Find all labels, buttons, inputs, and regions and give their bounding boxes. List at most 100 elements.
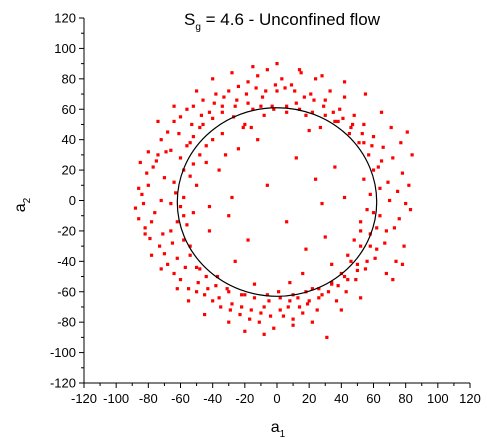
data-point xyxy=(342,95,347,99)
x-tick-label: 60 xyxy=(366,391,380,406)
data-point xyxy=(246,101,250,105)
data-point xyxy=(367,153,371,157)
data-point xyxy=(191,211,195,215)
data-point xyxy=(310,110,314,114)
data-point xyxy=(249,308,253,312)
y-tick-label: 20 xyxy=(62,163,76,178)
data-point xyxy=(362,122,366,127)
data-point xyxy=(252,296,257,300)
data-point xyxy=(204,160,208,165)
data-point xyxy=(281,314,286,318)
data-point xyxy=(368,244,372,248)
data-point xyxy=(296,296,300,300)
data-point xyxy=(328,89,332,93)
data-point xyxy=(249,125,253,130)
data-point xyxy=(161,232,165,236)
data-point xyxy=(387,198,392,203)
data-point xyxy=(336,119,340,124)
data-point xyxy=(357,141,361,145)
data-point xyxy=(133,206,138,210)
chart-title: Sg = 4.6 - Unconfined flow xyxy=(184,10,381,33)
data-point xyxy=(251,107,255,111)
data-point xyxy=(185,144,189,148)
data-point xyxy=(371,211,376,215)
data-point xyxy=(265,68,269,72)
data-point xyxy=(378,214,382,218)
data-point xyxy=(199,113,204,117)
data-point xyxy=(320,293,324,297)
data-point xyxy=(230,71,234,75)
data-point xyxy=(301,271,305,276)
plot-axes xyxy=(83,18,470,384)
data-point xyxy=(397,217,401,221)
data-point xyxy=(365,259,369,263)
data-point xyxy=(233,104,237,108)
data-point xyxy=(304,247,308,251)
data-point xyxy=(323,235,327,239)
data-point xyxy=(169,148,173,152)
data-point xyxy=(320,74,324,78)
fitted-circle xyxy=(176,107,378,297)
y-tick-label: -80 xyxy=(57,315,76,330)
data-point xyxy=(301,311,305,315)
data-point xyxy=(359,229,363,233)
data-point xyxy=(330,281,334,285)
data-point xyxy=(272,107,276,111)
data-point xyxy=(305,302,310,306)
data-point xyxy=(408,208,413,212)
data-point xyxy=(379,159,384,163)
data-point xyxy=(297,68,302,72)
data-point xyxy=(310,287,314,291)
data-point xyxy=(191,135,195,139)
data-point xyxy=(286,305,290,309)
y-tick-label: 0 xyxy=(69,193,76,208)
data-point xyxy=(138,160,142,165)
y-axis-title: a2 xyxy=(12,197,33,212)
data-point xyxy=(330,262,334,266)
data-point xyxy=(182,195,186,200)
y-tick-label: -100 xyxy=(50,345,76,360)
data-point xyxy=(164,150,168,154)
data-point xyxy=(145,171,149,175)
data-point xyxy=(175,287,179,291)
data-point xyxy=(392,226,397,230)
data-point xyxy=(331,110,335,114)
data-point xyxy=(352,238,356,242)
data-point xyxy=(294,156,298,160)
data-point xyxy=(262,332,266,336)
x-tick-label: 100 xyxy=(427,391,449,406)
data-point xyxy=(368,192,372,197)
data-point xyxy=(275,89,279,93)
data-point xyxy=(293,89,297,93)
data-point xyxy=(159,198,163,203)
data-point xyxy=(241,125,245,130)
data-point xyxy=(172,119,176,124)
x-tick-label: 120 xyxy=(459,391,481,406)
data-point xyxy=(370,144,374,148)
data-point xyxy=(285,104,289,108)
y-tick-label: 120 xyxy=(54,11,76,26)
data-point xyxy=(323,113,327,117)
data-point xyxy=(265,183,269,187)
data-point xyxy=(149,253,154,257)
data-point xyxy=(182,238,186,242)
data-point xyxy=(219,305,223,309)
data-point xyxy=(400,262,405,266)
data-point xyxy=(363,92,368,96)
data-point xyxy=(362,177,366,181)
data-point xyxy=(143,226,147,230)
data-point xyxy=(230,195,234,200)
data-point xyxy=(376,165,380,169)
data-point xyxy=(410,153,414,157)
data-point xyxy=(384,271,388,276)
data-point xyxy=(178,204,183,209)
y-tick-label: -120 xyxy=(50,376,76,391)
data-point xyxy=(260,95,265,99)
data-point xyxy=(140,192,144,197)
data-point xyxy=(342,80,347,84)
data-point xyxy=(222,95,226,99)
data-point xyxy=(405,130,409,134)
x-tick-label: -40 xyxy=(203,391,222,406)
data-point xyxy=(288,299,292,303)
x-tick-label: -60 xyxy=(171,391,190,406)
